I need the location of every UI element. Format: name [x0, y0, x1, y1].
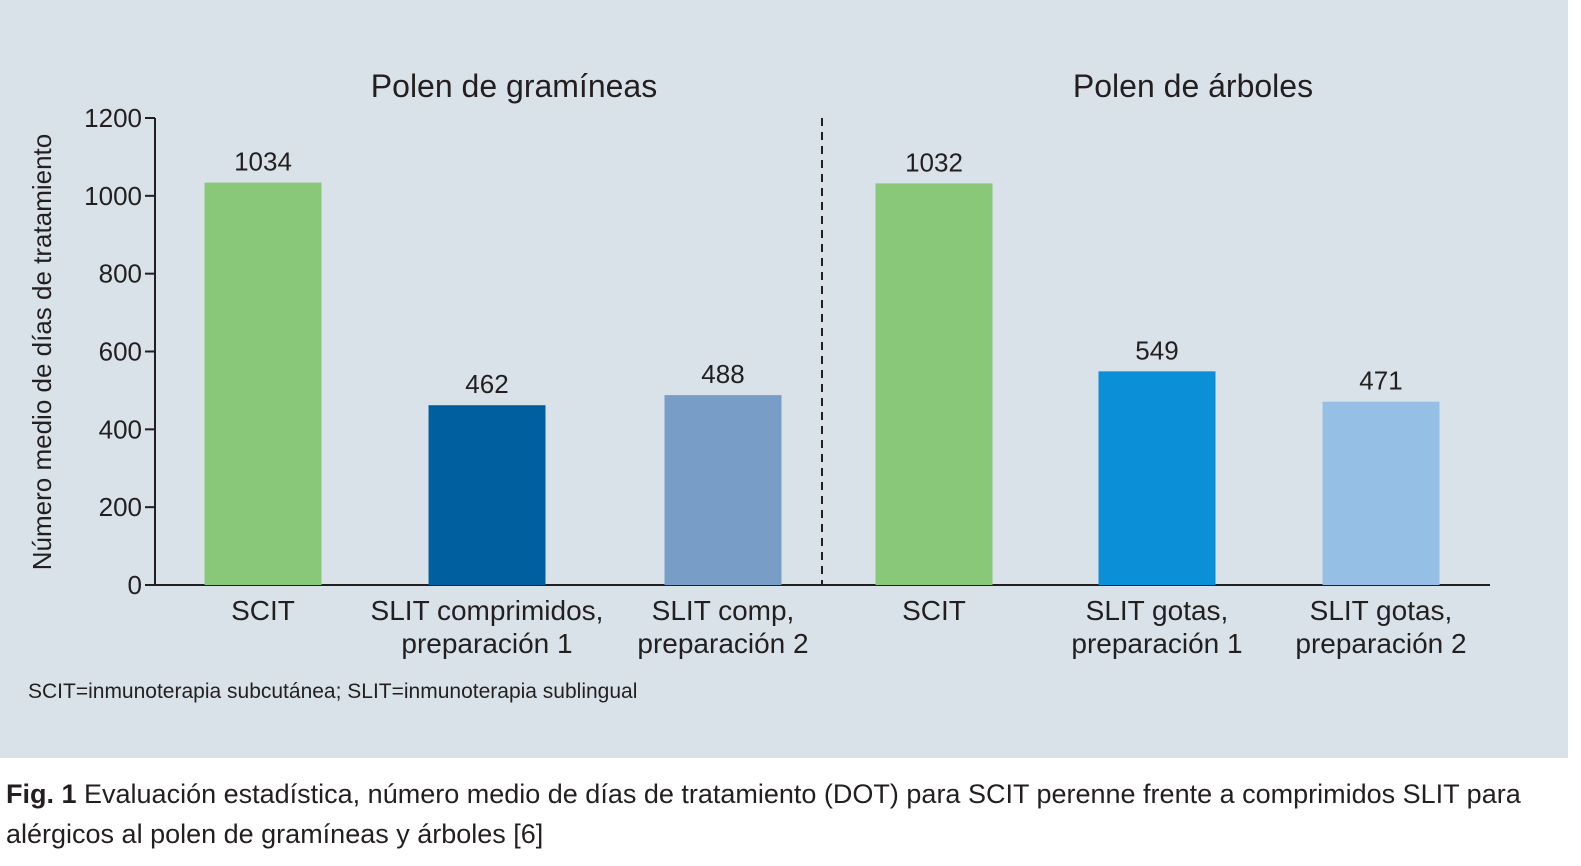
group-title: Polen de gramíneas [371, 68, 657, 104]
data-label: 488 [701, 359, 744, 389]
figure-panel: 0 200 400 600 800 1000 1200 Número medio de día… [0, 0, 1568, 758]
y-tick-label: 400 [99, 414, 142, 444]
data-label: 549 [1135, 335, 1178, 365]
data-label: 1032 [905, 147, 963, 177]
y-tick-label: 600 [99, 337, 142, 367]
bar [875, 183, 993, 585]
y-tick-label: 800 [99, 259, 142, 289]
group-title: Polen de árboles [1073, 68, 1313, 104]
x-tick-label: SLIT gotas, preparación 2 [1295, 595, 1466, 659]
bar-chart: 0 200 400 600 800 1000 1200 Número medio de día… [27, 68, 1490, 659]
y-tick-label: 1000 [84, 181, 142, 211]
data-label: 462 [465, 369, 508, 399]
footnote: SCIT=inmunoterapia subcutánea; SLIT=inmu… [28, 680, 638, 703]
bar [664, 395, 782, 585]
y-axis-label: Número medio de días de tratamiento [27, 134, 57, 570]
bar [428, 405, 546, 585]
caption-text: Evaluación estadística, número medio de … [6, 779, 1521, 849]
figure-caption: Fig. 1 Evaluación estadística, número me… [6, 774, 1566, 854]
x-tick-label: SLIT comprimidos, preparación 1 [371, 595, 604, 659]
y-tick-label: 200 [99, 492, 142, 522]
x-tick-label: SCIT [902, 595, 966, 626]
data-label: 471 [1359, 366, 1402, 396]
caption-lead: Fig. 1 [6, 779, 77, 809]
x-tick-label: SLIT comp, preparación 2 [637, 595, 808, 659]
y-tick-label: 1200 [84, 103, 142, 133]
x-tick-label: SCIT [231, 595, 295, 626]
data-label: 1034 [234, 147, 292, 177]
x-tick-label: SLIT gotas, preparación 1 [1071, 595, 1242, 659]
bar [1322, 401, 1440, 585]
bar [204, 182, 322, 585]
y-tick-label: 0 [128, 570, 142, 600]
bar [1098, 371, 1216, 585]
